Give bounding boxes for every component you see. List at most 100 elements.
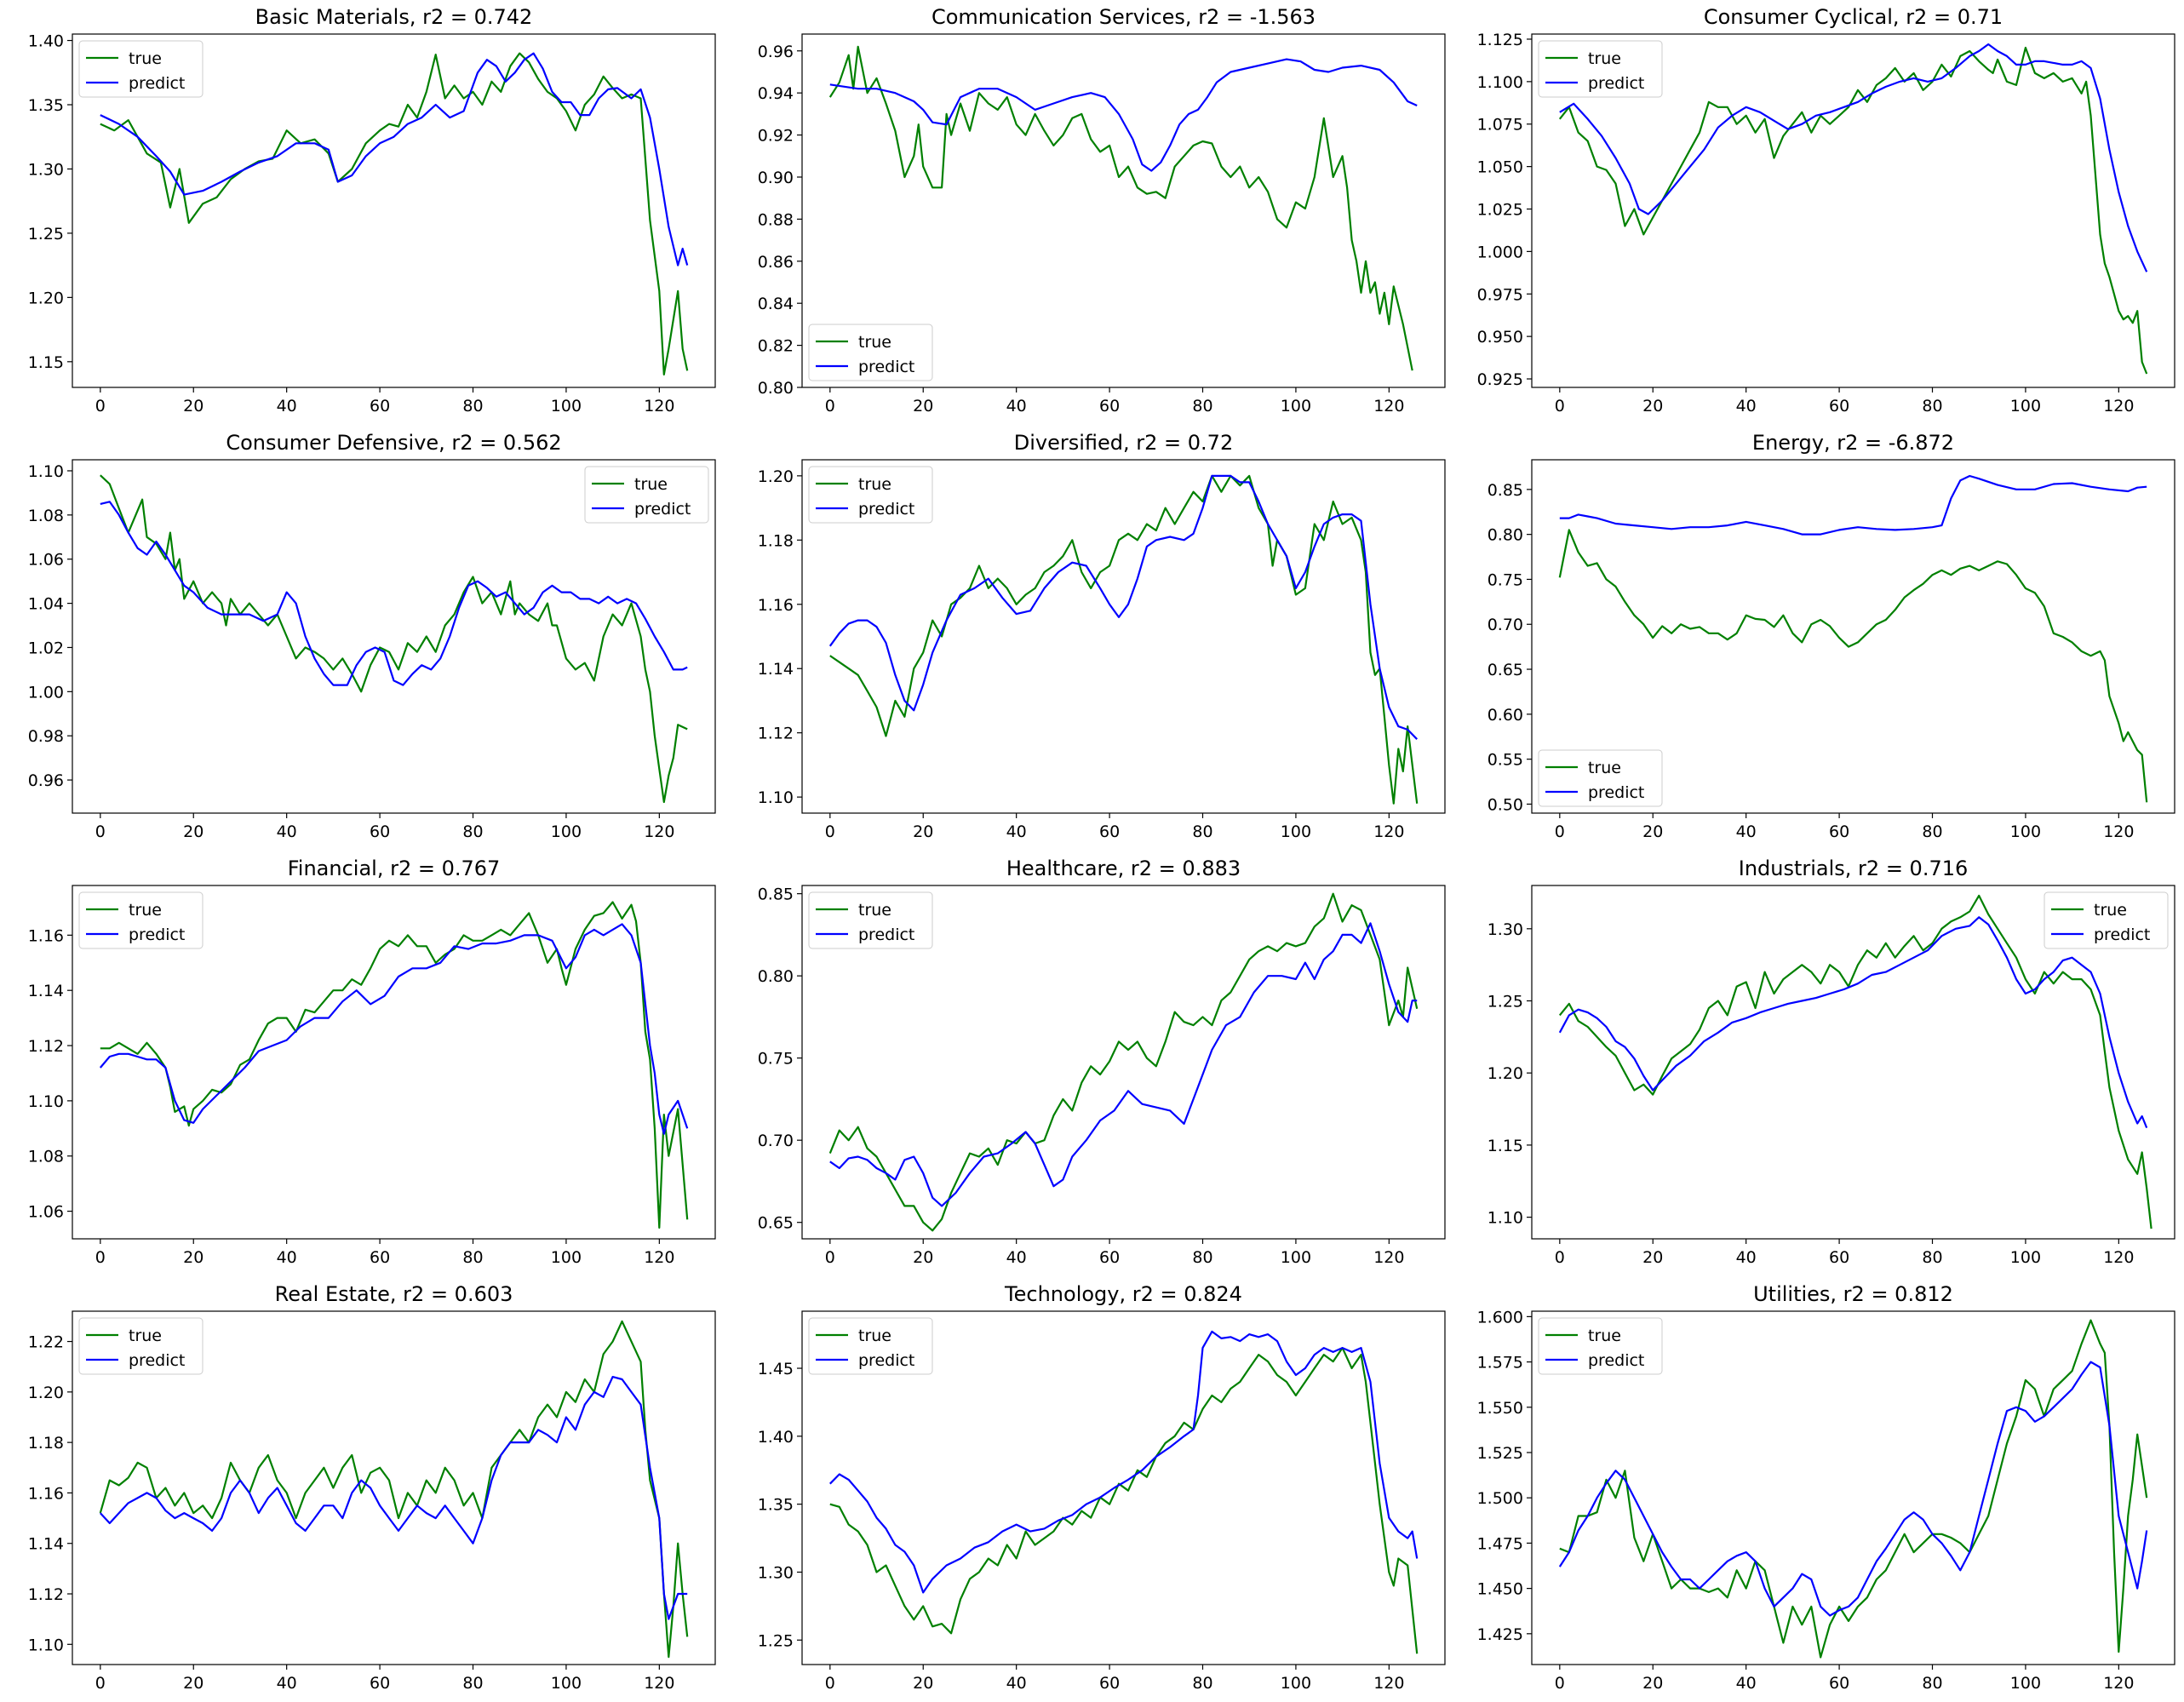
x-tick-label: 40: [277, 397, 297, 415]
y-tick-label: 0.925: [1477, 370, 1523, 389]
axes-frame: [801, 885, 1446, 1240]
x-tick-label: 0: [95, 822, 106, 841]
y-tick-label: 0.70: [758, 1132, 794, 1150]
x-tick-label: 120: [2103, 1248, 2134, 1267]
x-tick-label: 100: [2010, 397, 2041, 415]
y-tick-label: 1.45: [758, 1360, 794, 1378]
x-tick-label: 0: [1555, 822, 1565, 841]
y-tick-label: 0.50: [1488, 795, 1523, 814]
x-tick-label: 0: [825, 397, 835, 415]
legend-label-predict: predict: [858, 500, 914, 519]
series-line-predict: [829, 922, 1418, 1207]
series-line-true: [100, 474, 688, 804]
legend-label-predict: predict: [1588, 1351, 1644, 1370]
x-tick-label: 0: [95, 1674, 106, 1693]
x-tick-label: 0: [95, 1248, 106, 1267]
x-tick-label: 120: [644, 1248, 674, 1267]
x-tick-label: 0: [825, 1674, 835, 1693]
y-tick-label: 1.050: [1477, 158, 1523, 177]
y-tick-label: 1.14: [758, 660, 794, 679]
y-tick-label: 1.18: [28, 1434, 64, 1453]
subplot-7: Healthcare, r2 = 0.883 0 20 40 60 80 100 120 0.6…: [758, 857, 1446, 1267]
subplot-9: Real Estate, r2 = 0.603 0 20 40 60 80 100 120 1.…: [28, 1282, 716, 1693]
legend-label-true: true: [1588, 759, 1621, 777]
legend-label-true: true: [129, 49, 162, 68]
x-tick-label: 80: [1922, 1248, 1942, 1267]
axes-frame: [1531, 33, 2175, 388]
series-line-true: [828, 45, 1413, 371]
y-tick-label: 1.18: [758, 531, 794, 550]
subplot-title: Communication Services, r2 = -1.563: [931, 5, 1316, 29]
x-tick-label: 60: [370, 822, 390, 841]
y-tick-label: 0.96: [28, 771, 64, 790]
legend-label-predict: predict: [858, 358, 914, 376]
x-tick-label: 120: [2103, 1674, 2134, 1693]
series-line-true: [99, 1320, 689, 1659]
x-tick-label: 20: [913, 822, 933, 841]
series-line-true: [829, 474, 1419, 805]
y-tick-label: 1.450: [1477, 1580, 1523, 1599]
legend-label-true: true: [2094, 901, 2127, 920]
y-tick-label: 0.75: [1488, 570, 1523, 589]
y-tick-label: 0.82: [758, 337, 794, 356]
legend-label-predict: predict: [1588, 74, 1644, 93]
x-tick-label: 60: [1829, 822, 1849, 841]
y-tick-label: 1.30: [28, 160, 64, 179]
legend: true predict: [78, 40, 203, 98]
y-tick-label: 1.35: [28, 96, 64, 115]
subplot-4: Diversified, r2 = 0.72 0 20 40 60 80 100 120 1.1…: [758, 431, 1446, 841]
y-tick-label: 1.06: [28, 1203, 64, 1222]
x-tick-label: 0: [1555, 1674, 1565, 1693]
subplot-title: Technology, r2 = 0.824: [1004, 1282, 1242, 1306]
x-tick-label: 20: [1642, 1674, 1663, 1693]
subplot-2: Consumer Cyclical, r2 = 0.71 0 20 40 60 80 100…: [1477, 5, 2175, 415]
legend-label-predict: predict: [129, 74, 185, 93]
legend-label-predict: predict: [858, 1351, 914, 1370]
series-line-predict: [100, 52, 689, 266]
x-tick-label: 80: [1922, 822, 1942, 841]
series-line-predict: [1558, 916, 2148, 1129]
legend-label-true: true: [634, 475, 668, 494]
legend: true predict: [78, 1317, 203, 1375]
x-tick-label: 40: [1736, 822, 1757, 841]
y-tick-label: 1.12: [28, 1585, 64, 1604]
legend-label-true: true: [858, 475, 891, 494]
x-tick-label: 60: [1829, 397, 1849, 415]
legend: true predict: [808, 466, 933, 524]
y-tick-label: 1.30: [1488, 920, 1523, 939]
legend: true predict: [78, 891, 203, 949]
x-tick-label: 120: [1373, 822, 1404, 841]
x-tick-label: 60: [1099, 397, 1120, 415]
axes-frame: [72, 33, 716, 388]
y-tick-label: 0.55: [1488, 751, 1523, 770]
y-tick-label: 1.12: [758, 725, 794, 743]
x-tick-label: 120: [644, 822, 674, 841]
series-line-predict: [100, 501, 688, 686]
y-tick-label: 0.85: [1488, 481, 1523, 500]
subplot-title: Utilities, r2 = 0.812: [1753, 1282, 1953, 1306]
x-tick-label: 100: [551, 397, 582, 415]
x-tick-label: 120: [1373, 1674, 1404, 1693]
legend-label-predict: predict: [1588, 783, 1644, 802]
y-tick-label: 1.25: [758, 1631, 794, 1650]
x-tick-label: 20: [183, 397, 203, 415]
y-tick-label: 1.600: [1477, 1308, 1523, 1327]
x-tick-label: 20: [913, 397, 933, 415]
axes-frame: [72, 885, 716, 1240]
x-tick-label: 20: [1642, 397, 1663, 415]
series-line-true: [1558, 529, 2148, 803]
subplot-5: Energy, r2 = -6.872 0 20 40 60 80 100 120 0.50 0.…: [1488, 431, 2175, 841]
y-tick-label: 0.85: [758, 885, 794, 904]
x-tick-label: 60: [370, 1248, 390, 1267]
x-tick-label: 0: [1555, 397, 1565, 415]
x-tick-label: 60: [370, 1674, 390, 1693]
series-line-true: [1558, 894, 2152, 1229]
subplot-title: Consumer Cyclical, r2 = 0.71: [1704, 5, 2003, 29]
y-tick-label: 1.04: [28, 595, 64, 614]
x-tick-label: 40: [1006, 397, 1027, 415]
subplot-title: Energy, r2 = -6.872: [1752, 431, 1954, 455]
series-line-predict: [99, 1376, 688, 1620]
x-tick-label: 80: [462, 1674, 483, 1693]
x-tick-label: 40: [1736, 1248, 1757, 1267]
x-tick-label: 20: [913, 1248, 933, 1267]
